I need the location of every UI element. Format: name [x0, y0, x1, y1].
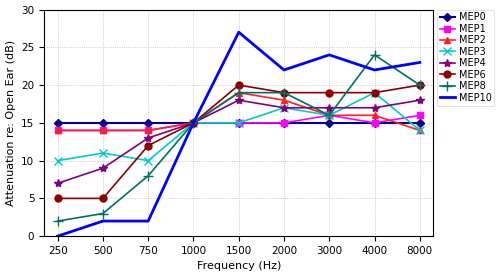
MEP1	[236, 121, 242, 125]
MEP1	[281, 121, 287, 125]
MEP6	[417, 83, 423, 87]
MEP1	[326, 114, 332, 117]
MEP2	[417, 129, 423, 132]
MEP3	[236, 121, 242, 125]
MEP2	[281, 99, 287, 102]
Line: MEP1: MEP1	[55, 112, 422, 133]
MEP4	[145, 136, 151, 140]
MEP10	[372, 68, 378, 72]
MEP4	[372, 106, 378, 109]
MEP0	[54, 121, 60, 125]
MEP1	[372, 121, 378, 125]
Legend: MEP0, MEP1, MEP2, MEP3, MEP4, MEP6, MEP8, MEP10: MEP0, MEP1, MEP2, MEP3, MEP4, MEP6, MEP8…	[438, 9, 494, 106]
MEP0	[145, 121, 151, 125]
MEP10	[417, 61, 423, 64]
Line: MEP8: MEP8	[53, 50, 424, 226]
MEP0	[372, 121, 378, 125]
MEP6	[190, 121, 196, 125]
MEP10	[100, 219, 106, 223]
MEP6	[281, 91, 287, 94]
MEP3	[100, 152, 106, 155]
MEP2	[190, 121, 196, 125]
MEP8	[326, 114, 332, 117]
MEP6	[372, 91, 378, 94]
MEP3	[190, 121, 196, 125]
MEP0	[100, 121, 106, 125]
MEP2	[372, 114, 378, 117]
Line: MEP6: MEP6	[54, 82, 424, 202]
MEP8	[281, 91, 287, 94]
MEP3	[372, 91, 378, 94]
MEP8	[236, 91, 242, 94]
MEP4	[417, 99, 423, 102]
MEP6	[326, 91, 332, 94]
MEP10	[281, 68, 287, 72]
MEP0	[417, 121, 423, 125]
MEP4	[281, 106, 287, 109]
Y-axis label: Attenuation re: Open Ear (dB): Attenuation re: Open Ear (dB)	[6, 40, 16, 206]
MEP8	[417, 83, 423, 87]
MEP8	[100, 212, 106, 215]
MEP1	[190, 121, 196, 125]
MEP1	[54, 129, 60, 132]
MEP8	[54, 219, 60, 223]
MEP2	[326, 114, 332, 117]
MEP4	[54, 182, 60, 185]
MEP4	[236, 99, 242, 102]
MEP6	[236, 83, 242, 87]
Line: MEP2: MEP2	[54, 89, 424, 134]
MEP8	[372, 53, 378, 57]
Line: MEP10: MEP10	[58, 32, 420, 236]
MEP0	[281, 121, 287, 125]
MEP3	[281, 106, 287, 109]
MEP6	[145, 144, 151, 147]
MEP4	[326, 106, 332, 109]
X-axis label: Frequency (Hz): Frequency (Hz)	[196, 261, 281, 271]
MEP10	[326, 53, 332, 57]
MEP4	[190, 121, 196, 125]
MEP0	[190, 121, 196, 125]
MEP8	[190, 121, 196, 125]
MEP1	[100, 129, 106, 132]
MEP10	[236, 30, 242, 34]
MEP8	[145, 174, 151, 177]
Line: MEP0: MEP0	[55, 120, 422, 126]
MEP2	[100, 129, 106, 132]
MEP3	[326, 114, 332, 117]
MEP10	[54, 235, 60, 238]
MEP0	[236, 121, 242, 125]
MEP6	[100, 197, 106, 200]
MEP6	[54, 197, 60, 200]
MEP10	[190, 121, 196, 125]
MEP2	[236, 91, 242, 94]
Line: MEP4: MEP4	[54, 96, 424, 188]
MEP3	[54, 159, 60, 162]
MEP4	[100, 166, 106, 170]
MEP2	[145, 129, 151, 132]
Line: MEP3: MEP3	[54, 88, 424, 165]
MEP2	[54, 129, 60, 132]
MEP0	[326, 121, 332, 125]
MEP1	[417, 114, 423, 117]
MEP3	[417, 129, 423, 132]
MEP10	[145, 219, 151, 223]
MEP3	[145, 159, 151, 162]
MEP1	[145, 129, 151, 132]
